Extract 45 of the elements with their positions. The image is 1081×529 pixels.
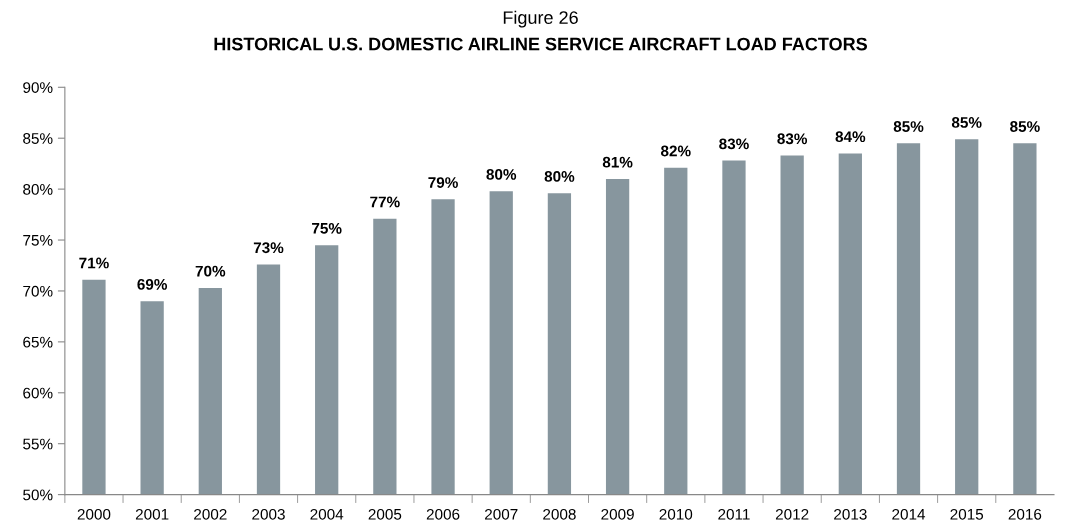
data-label: 82% xyxy=(660,145,691,157)
x-tick-label: 2011 xyxy=(718,508,750,520)
x-tick-label: 2013 xyxy=(834,508,867,520)
data-label: 75% xyxy=(312,222,342,234)
x-tick-label: 2008 xyxy=(543,508,576,520)
data-label: 73% xyxy=(253,242,284,254)
data-label: 79% xyxy=(428,177,458,188)
y-tick-label: 90% xyxy=(23,82,53,93)
x-tick-label: 2007 xyxy=(485,508,518,520)
data-label: 77% xyxy=(370,196,400,208)
x-tick-label: 2012 xyxy=(775,508,809,520)
y-tick-label: 70% xyxy=(23,285,53,297)
x-tick-label: 2014 xyxy=(892,508,926,520)
y-tick-label: 55% xyxy=(23,438,53,450)
data-label: 83% xyxy=(777,133,808,145)
x-tick-label: 2000 xyxy=(77,508,111,520)
chart-title: Figure 26 xyxy=(503,10,578,28)
x-tick-label: 2004 xyxy=(310,508,344,520)
data-label: 80% xyxy=(486,168,517,180)
data-label: 80% xyxy=(544,171,575,182)
data-label: 69% xyxy=(137,278,168,290)
y-tick-label: 60% xyxy=(23,387,53,399)
x-tick-label: 2010 xyxy=(659,508,693,520)
data-label: 85% xyxy=(893,121,924,132)
data-label: 84% xyxy=(835,131,866,143)
x-tick-label: 2016 xyxy=(1008,508,1042,520)
y-tick-label: 75% xyxy=(23,234,53,246)
chart-subtitle: HISTORICAL U.S. DOMESTIC AIRLINE SERVICE AIRCRAFT LOAD FACTORS xyxy=(214,37,868,51)
y-tick-label: 50% xyxy=(23,489,53,501)
data-label: 81% xyxy=(602,156,633,168)
x-tick-label: 2001 xyxy=(135,508,169,520)
x-tick-label: 2002 xyxy=(194,508,227,520)
y-tick-label: 80% xyxy=(23,183,53,195)
data-label: 85% xyxy=(951,117,982,128)
data-label: 70% xyxy=(195,265,226,277)
x-tick-label: 2003 xyxy=(252,508,285,520)
data-label: 71% xyxy=(79,257,109,269)
x-tick-label: 2006 xyxy=(426,508,460,520)
y-tick-label: 85% xyxy=(23,133,53,144)
y-tick-label: 65% xyxy=(23,336,53,348)
data-label: 85% xyxy=(1010,121,1040,132)
x-tick-label: 2005 xyxy=(368,508,402,520)
x-tick-label: 2009 xyxy=(601,508,634,520)
data-label: 83% xyxy=(719,138,749,150)
x-tick-label: 2015 xyxy=(950,508,984,520)
